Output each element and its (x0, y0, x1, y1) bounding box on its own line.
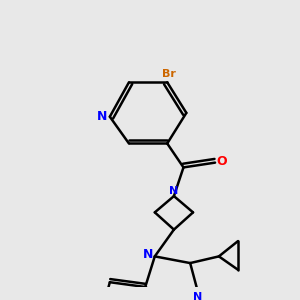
Text: O: O (216, 155, 227, 168)
Text: N: N (169, 186, 178, 196)
Text: N: N (143, 248, 154, 261)
Text: N: N (97, 110, 107, 123)
Text: N: N (193, 292, 203, 300)
Text: Br: Br (162, 69, 176, 79)
